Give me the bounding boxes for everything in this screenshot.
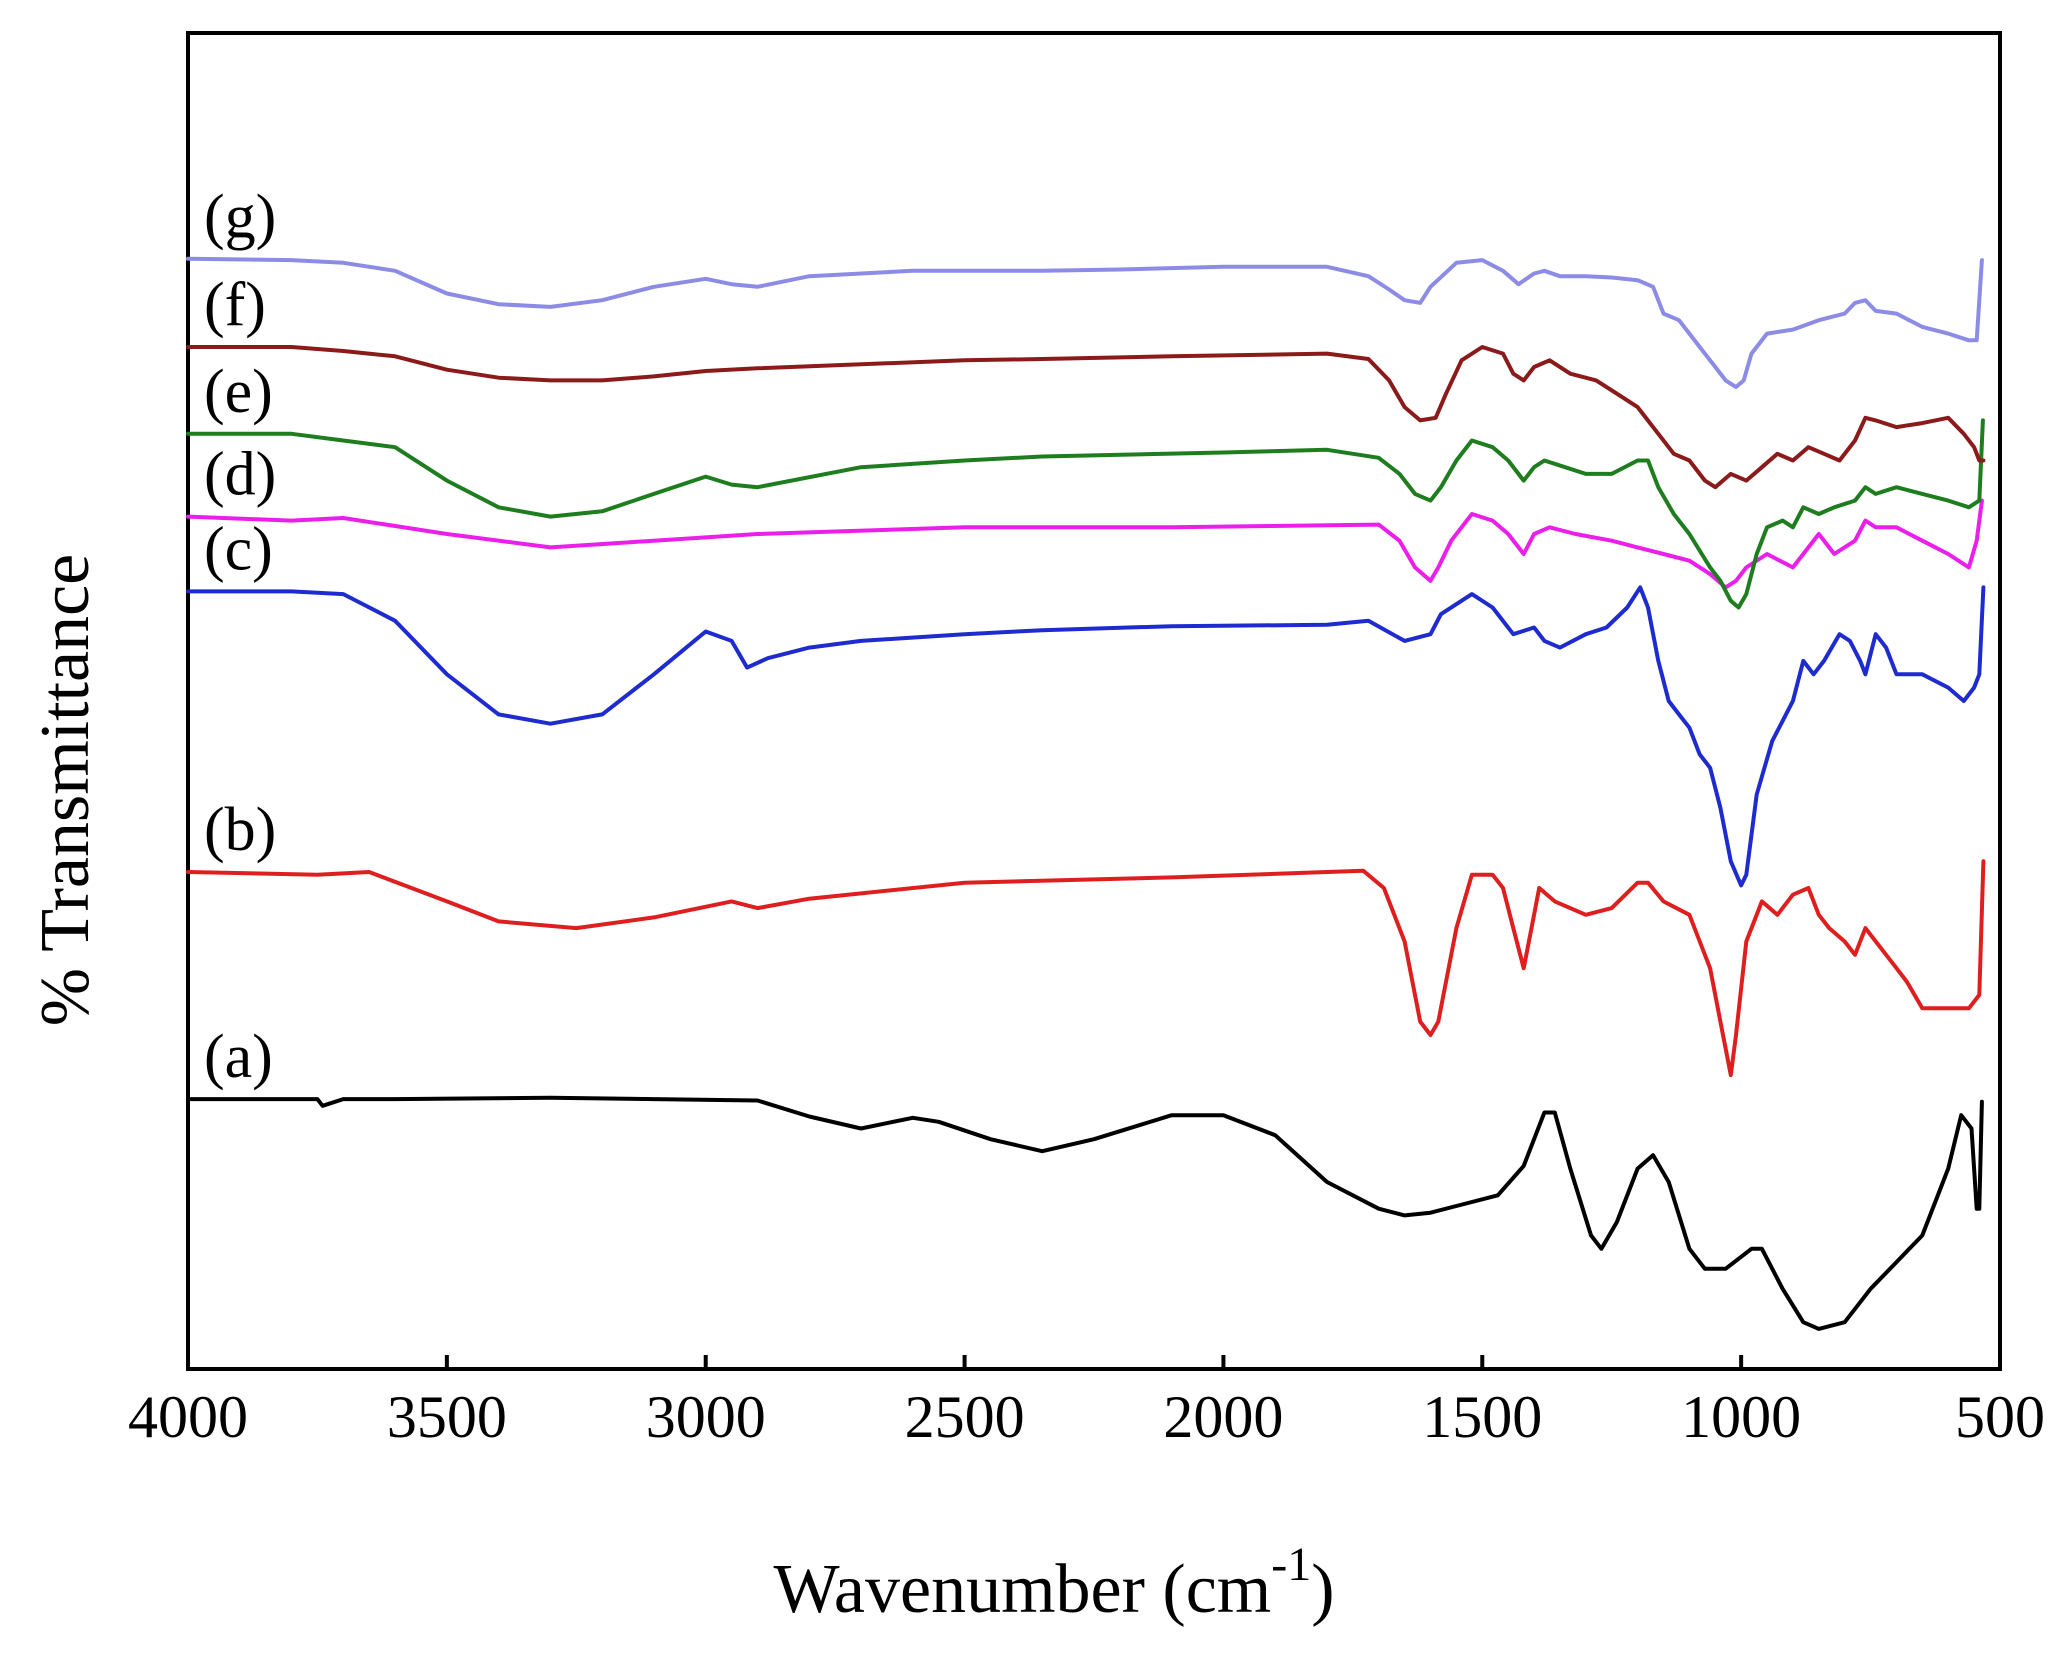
x-tick-label-3500: 3500 — [387, 1384, 507, 1450]
plot-frame — [186, 31, 2002, 1371]
curve-label-b: (b) — [204, 796, 276, 864]
y-axis-title: % Transmittance — [27, 554, 104, 1026]
x-tick-label-2500: 2500 — [905, 1384, 1025, 1450]
spectrum-line-a — [186, 1095, 1984, 1331]
x-axis-ticks — [186, 1355, 2002, 1369]
x-axis-tick-labels: 4000 3500 3000 2500 2000 1500 1000 500 — [128, 1384, 2045, 1450]
x-tick-label-3000: 3000 — [646, 1384, 766, 1450]
spectrum-line-g — [186, 256, 1984, 389]
curve-label-e: (e) — [204, 358, 273, 426]
spectrum-line-c — [186, 585, 1986, 888]
x-axis-title-exponent: -1 — [1271, 1538, 1311, 1591]
curve-label-a: (a) — [204, 1023, 273, 1091]
spectra-labels: (a) (b) (c)(d) (e) (f) (g) — [204, 183, 276, 1091]
spectrum-line-f — [186, 345, 1986, 490]
curve-label-d: (d) — [204, 441, 276, 509]
x-axis-title: Wavenumber (cm-1) — [773, 1538, 1334, 1628]
x-tick-label-1000: 1000 — [1681, 1384, 1801, 1450]
spectrum-line-d — [186, 498, 1984, 590]
spectrum-line-e — [186, 418, 1985, 610]
x-tick-label-1500: 1500 — [1422, 1384, 1542, 1450]
x-tick-label-2000: 2000 — [1163, 1384, 1283, 1450]
x-tick-label-4000: 4000 — [128, 1384, 248, 1450]
curve-label-c: (c) — [204, 515, 273, 583]
spectrum-line-b — [186, 859, 1986, 1078]
x-axis-title-close: ) — [1311, 1551, 1334, 1628]
x-axis-title-main: Wavenumber (cm — [773, 1551, 1271, 1628]
curve-label-f: (f) — [204, 271, 266, 339]
spectra-group — [186, 256, 1986, 1331]
x-tick-label-500: 500 — [1955, 1384, 2045, 1450]
curve-label-g: (g) — [204, 183, 276, 251]
